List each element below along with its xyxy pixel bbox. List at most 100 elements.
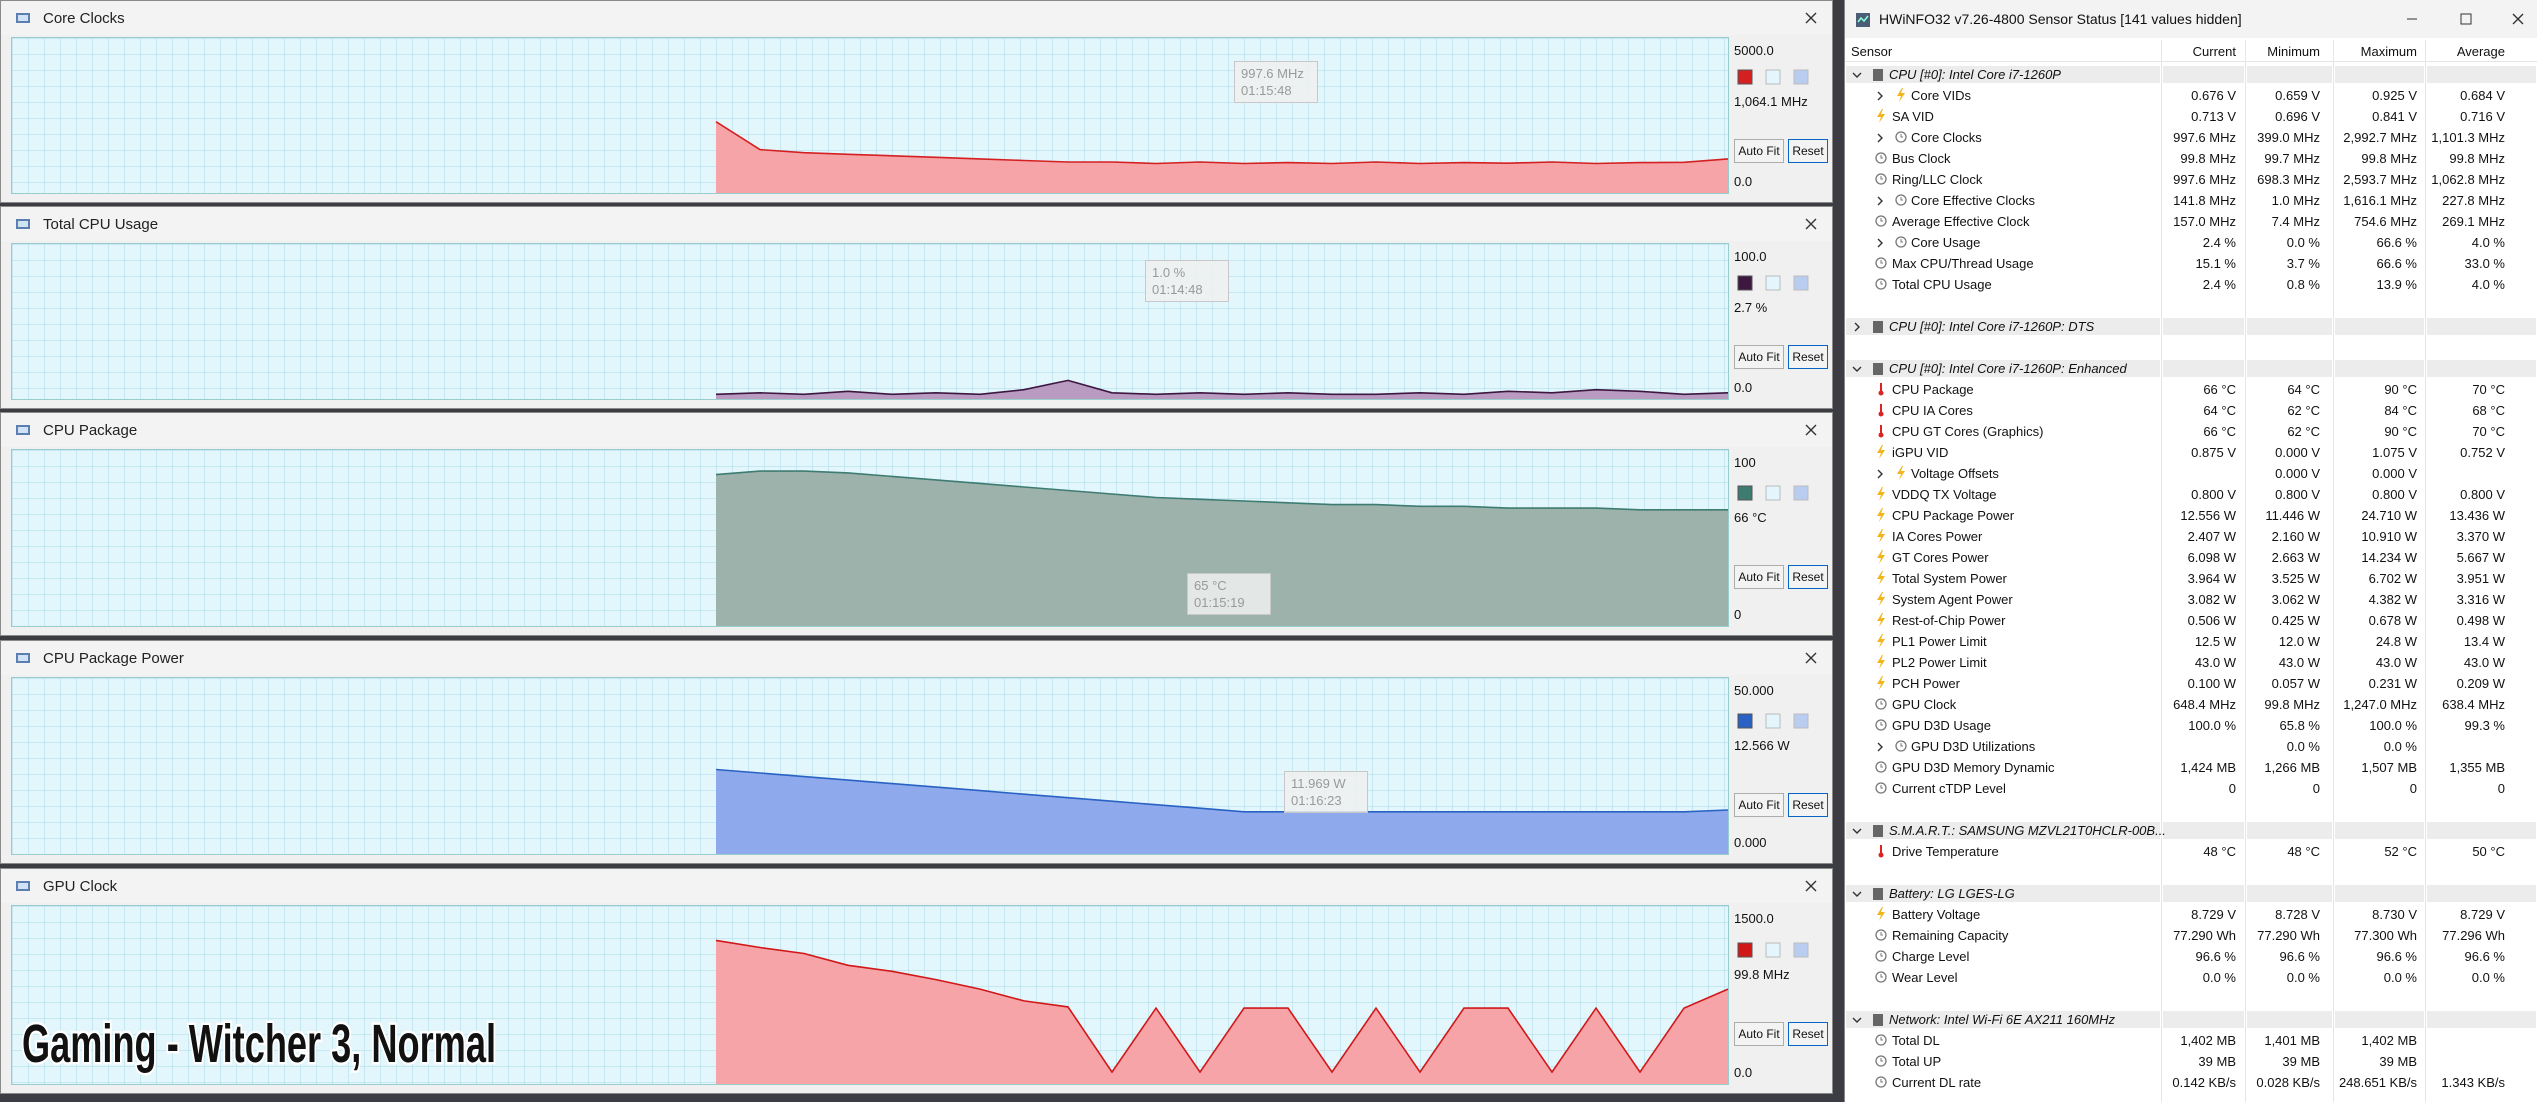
column-header[interactable]: Current (2192, 44, 2236, 59)
sensor-label: Ring/LLC Clock (1892, 172, 1983, 187)
trace-line (715, 939, 1728, 1074)
color-swatch[interactable] (1737, 713, 1753, 729)
sensor-value: 0 (2409, 781, 2417, 796)
clock-face (1875, 257, 1887, 269)
app-icon (16, 219, 30, 229)
close-button[interactable] (1804, 11, 1818, 25)
expand-toggle[interactable] (1852, 321, 1862, 333)
reset-button[interactable]: Reset (1788, 565, 1828, 589)
close-button[interactable] (1804, 423, 1818, 437)
sensor-value: 0.696 V (2275, 109, 2320, 124)
column-header[interactable]: Average (2456, 44, 2505, 59)
column-header[interactable]: Sensor (1851, 44, 1893, 59)
color-swatch[interactable] (1793, 713, 1809, 729)
sensor-label: SA VID (1892, 109, 1934, 124)
expand-toggle[interactable] (1875, 132, 1885, 144)
sensor-value: 1,402 MB (2361, 1033, 2417, 1048)
sensor-value: 0.659 V (2275, 88, 2320, 103)
auto-fit-button[interactable]: Auto Fit (1734, 1022, 1784, 1046)
color-swatch[interactable] (1765, 942, 1781, 958)
clock-hand (1880, 155, 1883, 159)
chip (1873, 363, 1883, 375)
group-band (1846, 822, 2160, 839)
maximize-button[interactable] (2459, 12, 2473, 26)
column-header[interactable]: Minimum (2267, 44, 2320, 59)
sensor-value: 3.964 W (2187, 571, 2236, 586)
group-band (1846, 1011, 2160, 1028)
reset-button[interactable]: Reset (1788, 345, 1828, 369)
sensor-value: 13.4 W (2463, 634, 2505, 649)
group-band (1846, 360, 2160, 377)
color-swatch[interactable] (1793, 485, 1809, 501)
color-swatch[interactable] (1765, 275, 1781, 291)
graph-area (11, 37, 1729, 194)
minimize-button[interactable] (2405, 12, 2419, 26)
sensor-icon (1878, 404, 1884, 417)
auto-fit-button[interactable]: Auto Fit (1734, 565, 1784, 589)
reset-button[interactable]: Reset (1788, 793, 1828, 817)
expand-toggle[interactable] (1875, 468, 1885, 480)
expand-toggle[interactable] (1852, 825, 1862, 837)
graph-window: Core Clocks 997.6 MHz 01:15:48 5000.0 0.0 1,0… (0, 0, 1833, 203)
color-swatch[interactable] (1765, 713, 1781, 729)
expand-toggle[interactable] (1875, 90, 1885, 102)
color-swatch[interactable] (1793, 69, 1809, 85)
column-header[interactable]: Maximum (2360, 44, 2417, 59)
sensor-row: Total System Power 3.964 W 3.525 W 6.702 W 3… (1845, 568, 2537, 589)
reset-button[interactable]: Reset (1788, 1022, 1828, 1046)
color-swatches (1737, 942, 1809, 958)
expand-toggle[interactable] (1875, 195, 1885, 207)
color-swatch[interactable] (1737, 485, 1753, 501)
reset-button[interactable]: Reset (1788, 139, 1828, 163)
sensor-value: 0.800 V (2460, 487, 2505, 502)
sensor-row: Bus Clock 99.8 MHz 99.7 MHz 99.8 MHz 99.8 MH… (1845, 148, 2537, 169)
color-swatch[interactable] (1737, 69, 1753, 85)
color-swatch[interactable] (1737, 942, 1753, 958)
color-swatch[interactable] (1765, 485, 1781, 501)
expand-toggle[interactable] (1852, 69, 1862, 81)
sensor-value: 2,992.7 MHz (2343, 130, 2417, 145)
close-button[interactable] (1804, 879, 1818, 893)
column-separators (2161, 40, 2426, 1102)
color-swatch[interactable] (1765, 69, 1781, 85)
close-button[interactable] (2511, 12, 2525, 26)
sensor-value: 2.407 W (2187, 529, 2236, 544)
auto-fit-button[interactable]: Auto Fit (1734, 345, 1784, 369)
sensor-row: Remaining Capacity 77.290 Wh 77.290 Wh 77.3… (1845, 925, 2537, 946)
color-swatch[interactable] (1737, 275, 1753, 291)
trace-area (716, 121, 1728, 193)
group-band (2163, 1011, 2244, 1028)
sensor-value: 2.160 W (2271, 529, 2320, 544)
sensor-value: 3.316 W (2456, 592, 2505, 607)
icon-screen (18, 221, 28, 227)
sensor-value: 62 °C (2287, 403, 2320, 418)
thermo-stem (1880, 845, 1882, 854)
sensor-label: IA Cores Power (1892, 529, 1983, 544)
close-button[interactable] (1804, 217, 1818, 231)
group-band (2163, 822, 2244, 839)
sensor-row: Core Clocks 997.6 MHz 399.0 MHz 2,992.7 MHz… (1845, 127, 2537, 148)
color-swatch[interactable] (1793, 275, 1809, 291)
expand-toggle[interactable] (1852, 888, 1862, 900)
window-title: HWiNFO32 v7.26-4800 Sensor Status [141 v… (1879, 11, 2242, 27)
expand-toggle[interactable] (1852, 1014, 1862, 1026)
chip (1873, 321, 1883, 333)
sensor-icon (1877, 613, 1885, 627)
color-swatch[interactable] (1793, 942, 1809, 958)
sensor-value: 0.498 W (2456, 613, 2505, 628)
expand-toggle[interactable] (1852, 363, 1862, 375)
sensor-value: 0.752 V (2460, 445, 2505, 460)
group-row: CPU [#0]: Intel Core i7-1260P: Enhanced (1845, 358, 2537, 379)
sensor-label: Battery Voltage (1892, 907, 1981, 922)
sensor-value: 66.6 % (2376, 235, 2417, 250)
expand-toggle[interactable] (1875, 237, 1885, 249)
auto-fit-button[interactable]: Auto Fit (1734, 793, 1784, 817)
close-button[interactable] (1804, 651, 1818, 665)
sensor-label: Total CPU Usage (1892, 277, 1992, 292)
sensor-label: GT Cores Power (1892, 550, 1989, 565)
expand-toggle[interactable] (1875, 741, 1885, 753)
auto-fit-button[interactable]: Auto Fit (1734, 139, 1784, 163)
sensor-value: 7.4 MHz (2271, 214, 2320, 229)
close-glyph (1805, 652, 1817, 664)
